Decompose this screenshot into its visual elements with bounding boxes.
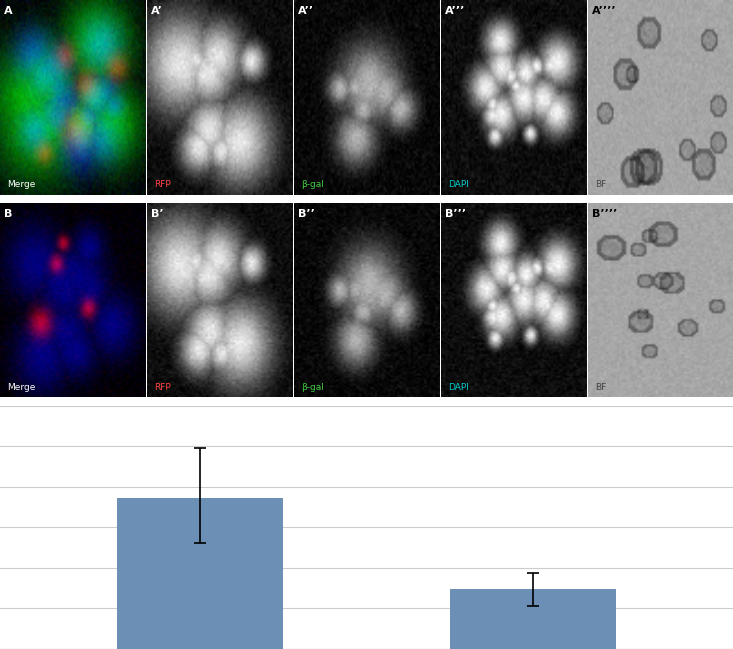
- Text: B’’’: B’’’: [445, 209, 466, 219]
- Text: β-gal: β-gal: [301, 180, 324, 189]
- Text: B’: B’: [151, 209, 164, 219]
- Text: DAPI: DAPI: [448, 180, 469, 189]
- Bar: [117, 498, 283, 649]
- Text: A’: A’: [151, 6, 163, 16]
- Text: BF: BF: [595, 180, 606, 189]
- Text: A’’’’: A’’’’: [592, 6, 616, 16]
- Text: RFP: RFP: [154, 180, 171, 189]
- Text: Merge: Merge: [7, 383, 36, 391]
- Text: A: A: [4, 6, 13, 16]
- Text: B’’’’: B’’’’: [592, 209, 617, 219]
- Text: Merge: Merge: [7, 180, 36, 189]
- Text: B’’: B’’: [298, 209, 315, 219]
- Text: β-gal: β-gal: [301, 383, 324, 391]
- Text: DAPI: DAPI: [448, 383, 469, 391]
- Text: B: B: [4, 209, 12, 219]
- Text: BF: BF: [595, 383, 606, 391]
- Text: RFP: RFP: [154, 383, 171, 391]
- Text: A’’: A’’: [298, 6, 314, 16]
- Bar: [450, 589, 616, 649]
- Text: A’’’: A’’’: [445, 6, 465, 16]
